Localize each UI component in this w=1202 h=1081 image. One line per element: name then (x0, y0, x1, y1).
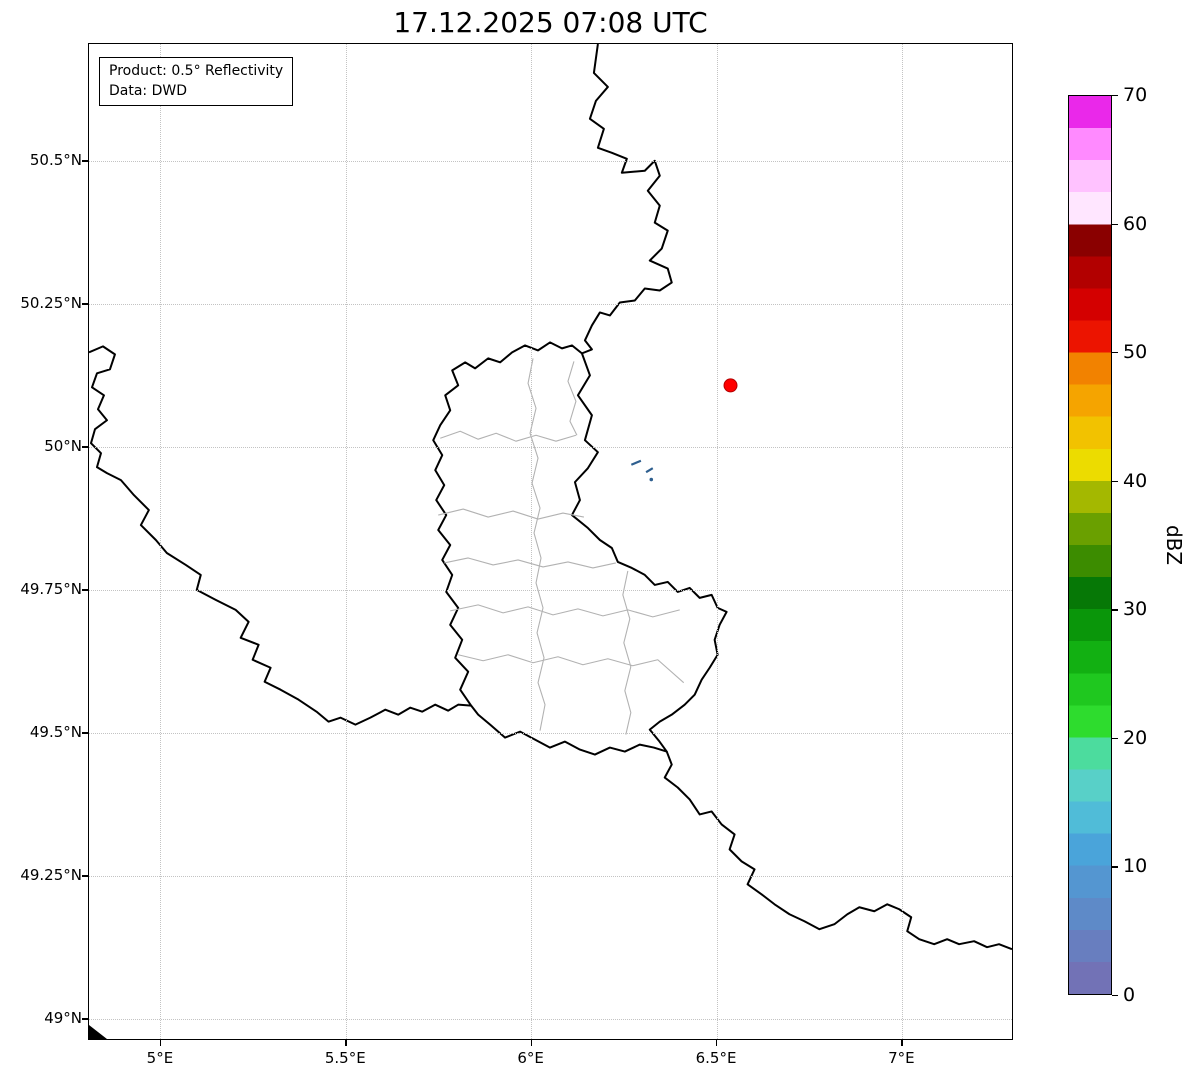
y-tick-mark (82, 732, 88, 734)
y-tick-mark (82, 160, 88, 162)
colorbar-tick-mark (1112, 737, 1118, 740)
colorbar-tick-label: 30 (1123, 598, 1148, 621)
y-gridline (89, 589, 1012, 591)
colorbar-tick-mark (1112, 480, 1118, 482)
x-tick-label: 5.5°E (324, 1049, 366, 1067)
map-corner-clip (89, 1025, 107, 1039)
colorbar-tick-mark (1112, 866, 1118, 868)
x-gridline (345, 44, 347, 1039)
radar-site-marker (723, 378, 738, 393)
colorbar-tick-mark (1112, 352, 1118, 354)
figure-title: 17.12.2025 07:08 UTC (393, 6, 708, 39)
colorbar-tick-label: 0 (1123, 984, 1136, 1006)
product-label: Product: 0.5° Reflectivity (109, 63, 284, 79)
belgium-germany-border (581, 44, 673, 355)
colorbar-tick-label: 20 (1123, 726, 1148, 749)
radar-echo-segment (630, 459, 642, 466)
x-gridline (901, 44, 903, 1039)
france-germany-border (663, 751, 1012, 951)
y-gridline (89, 446, 1012, 448)
radar-echo-dot (649, 477, 654, 482)
y-gridline (89, 303, 1012, 305)
radar-echo-segment (645, 467, 654, 474)
y-tick-label: 50°N (44, 437, 82, 456)
colorbar-tick-mark (1112, 95, 1118, 97)
x-tick-label: 6°E (517, 1049, 544, 1067)
luxembourg-border (432, 341, 728, 756)
colorbar-tick-label: 60 (1123, 212, 1148, 235)
y-tick-mark (82, 875, 88, 877)
y-tick-label: 49.75°N (20, 580, 82, 599)
map-plot: Product: 0.5° Reflectivity Data: DWD (88, 43, 1013, 1040)
x-gridline (531, 44, 533, 1039)
colorbar-tick-label: 40 (1123, 469, 1148, 492)
x-tick-mark (530, 1040, 532, 1046)
y-tick-mark (82, 303, 88, 305)
y-gridline (89, 875, 1012, 877)
colorbar (1068, 95, 1112, 995)
x-tick-mark (345, 1040, 347, 1046)
x-tick-mark (159, 1040, 162, 1046)
y-tick-label: 50.25°N (20, 294, 82, 313)
x-gridline (160, 44, 162, 1039)
y-tick-label: 50.5°N (29, 151, 82, 170)
y-tick-label: 49.25°N (20, 866, 82, 885)
colorbar-tick-mark (1112, 995, 1118, 997)
data-source-label: Data: DWD (109, 82, 187, 99)
y-tick-label: 49°N (44, 1009, 82, 1028)
y-gridline (89, 1018, 1012, 1020)
x-tick-label: 7°E (888, 1049, 915, 1067)
map-layer (89, 44, 1012, 1039)
x-tick-label: 5°E (146, 1049, 174, 1067)
y-gridline (89, 160, 1012, 162)
y-tick-mark (82, 1018, 88, 1020)
radar-echoes (630, 459, 654, 482)
x-gridline (716, 44, 718, 1039)
colorbar-tick-label: 10 (1123, 855, 1148, 878)
product-info-box: Product: 0.5° Reflectivity Data: DWD (99, 57, 294, 107)
colorbar-axis-label: dBZ (1162, 524, 1186, 566)
colorbar-tick-mark (1112, 223, 1118, 225)
y-tick-label: 49.5°N (29, 723, 82, 742)
x-tick-label: 6.5°E (695, 1049, 737, 1067)
colorbar-tick-mark (1112, 609, 1118, 611)
y-tick-mark (82, 446, 88, 448)
y-tick-mark (82, 589, 88, 591)
x-tick-mark (716, 1040, 718, 1046)
y-gridline (89, 732, 1012, 734)
france-belgium-border (89, 345, 472, 726)
x-tick-mark (901, 1040, 903, 1046)
colorbar-tick-label: 50 (1123, 341, 1148, 364)
canton-borders (438, 358, 685, 735)
colorbar-tick-label: 70 (1123, 84, 1148, 106)
